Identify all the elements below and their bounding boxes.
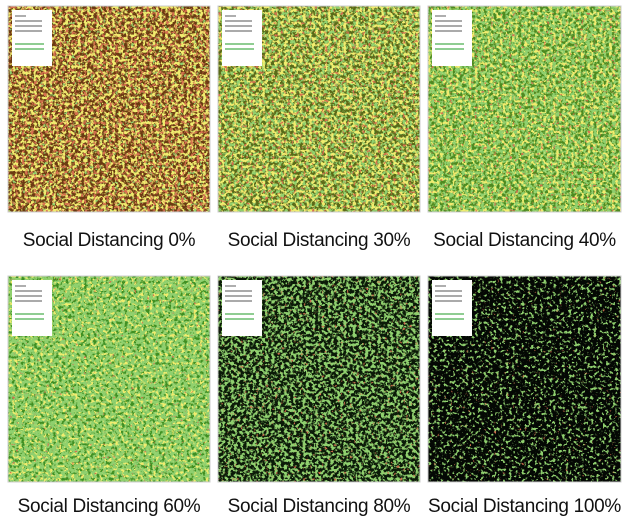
panel-border	[217, 275, 421, 483]
legend-box	[222, 280, 262, 336]
caption: Social Distancing 40%	[433, 230, 616, 251]
panel-border	[7, 275, 211, 483]
panel-border	[217, 5, 421, 213]
legend-box	[12, 10, 52, 66]
panel-border	[7, 5, 211, 213]
caption: Social Distancing 100%	[428, 496, 621, 517]
legend-box	[432, 10, 472, 66]
panel-border	[427, 275, 622, 483]
caption: Social Distancing 30%	[228, 230, 411, 251]
panel-border	[427, 5, 622, 213]
caption: Social Distancing 60%	[18, 496, 201, 517]
legend-box	[222, 10, 262, 66]
legend-box	[12, 280, 52, 336]
legend-box	[432, 280, 472, 336]
caption: Social Distancing 80%	[228, 496, 411, 517]
caption: Social Distancing 0%	[23, 230, 196, 251]
